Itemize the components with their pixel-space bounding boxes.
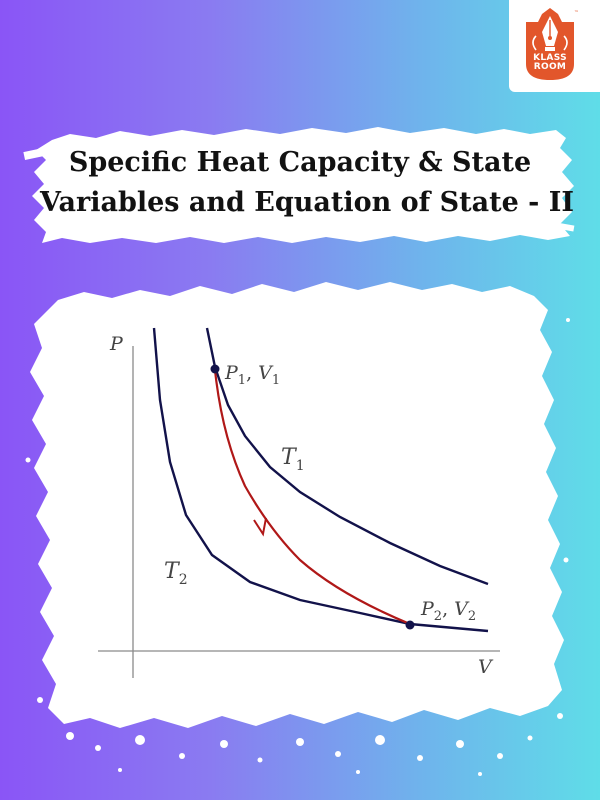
state-point-1 <box>210 364 220 374</box>
p-axis-label: P <box>109 333 124 355</box>
point-2-label: P2, V2 <box>420 598 476 624</box>
logo-wordmark: KLASS ROOM <box>522 54 578 72</box>
fountain-pen-nib-icon <box>532 16 568 51</box>
logo-wordmark-line2: ROOM <box>533 62 567 72</box>
t2-label: T2 <box>164 559 188 588</box>
v-axis-label: V <box>478 656 494 678</box>
logo-wordmark-line1: KLASS <box>533 53 567 63</box>
klassroom-logo <box>526 8 574 80</box>
process-arrowhead <box>253 517 267 537</box>
isotherm-t2-curve <box>152 327 489 633</box>
logo-trademark: ™ <box>574 10 579 16</box>
paint-splatter <box>25 318 570 776</box>
graph-panel-background <box>30 282 564 728</box>
state-point-2 <box>405 620 415 630</box>
page-title: Specific Heat Capacity & State Variables… <box>40 143 575 223</box>
process-curve <box>213 369 411 626</box>
title-line-2: Variables and Equation of State - II <box>40 187 575 218</box>
t1-label: T1 <box>281 445 305 474</box>
title-line-1: Specific Heat Capacity & State <box>68 147 532 178</box>
point-1-label: P1, V1 <box>224 362 280 388</box>
isotherm-t1-curve <box>205 327 489 586</box>
